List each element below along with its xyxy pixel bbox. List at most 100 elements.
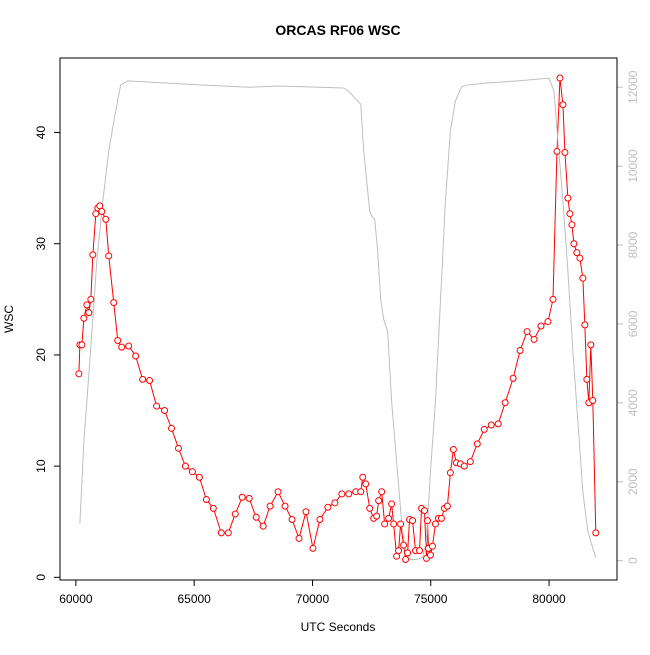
data-point: [553, 147, 561, 155]
data-point: [564, 194, 572, 202]
data-point: [345, 490, 353, 498]
y2-tick-label: 2000: [626, 468, 640, 495]
data-point: [390, 520, 398, 528]
data-point: [388, 500, 396, 508]
y2-tick-label: 12000: [626, 70, 640, 104]
data-point: [309, 544, 317, 552]
data-point: [125, 342, 133, 350]
data-point: [561, 149, 569, 157]
data-point: [443, 502, 451, 510]
data-point: [238, 493, 246, 501]
x-tick-label: 75000: [414, 592, 448, 606]
y2-tick-label: 6000: [626, 310, 640, 337]
data-point: [357, 488, 365, 496]
y-tick-label: 30: [34, 237, 48, 251]
plot-frame: [59, 57, 618, 581]
data-point: [259, 522, 267, 530]
data-point: [587, 341, 595, 349]
series-line: [79, 77, 597, 560]
data-point: [274, 488, 282, 496]
data-point: [592, 529, 600, 537]
data-point: [466, 458, 474, 466]
chart-title: ORCAS RF06 WSC: [275, 22, 400, 38]
data-point: [420, 507, 428, 515]
data-point: [400, 541, 408, 549]
y-tick-label: 10: [34, 459, 48, 473]
data-point: [446, 469, 454, 477]
data-point: [423, 517, 431, 525]
data-point: [110, 299, 118, 307]
data-point: [576, 254, 584, 262]
data-point: [570, 240, 578, 248]
data-point: [195, 473, 203, 481]
y2-tick-label: 10000: [626, 149, 640, 183]
data-point: [375, 497, 383, 505]
data-point: [132, 352, 140, 360]
data-point: [460, 462, 468, 470]
data-point: [338, 490, 346, 498]
data-point: [217, 529, 225, 537]
data-point: [139, 375, 147, 383]
data-point: [78, 341, 86, 349]
data-point: [281, 502, 289, 510]
data-point: [266, 502, 274, 510]
data-point: [568, 221, 576, 229]
data-point: [302, 508, 310, 516]
data-point: [85, 309, 93, 317]
data-point: [359, 473, 367, 481]
data-point: [544, 318, 552, 326]
data-point: [404, 549, 412, 557]
data-point: [202, 495, 210, 503]
data-point: [426, 551, 434, 559]
data-point: [509, 374, 517, 382]
data-point: [362, 480, 370, 488]
data-point: [530, 335, 538, 343]
data-point: [98, 207, 106, 215]
data-point: [209, 504, 217, 512]
data-point: [373, 512, 381, 520]
data-point: [381, 520, 389, 528]
data-point: [114, 336, 122, 344]
data-point: [174, 444, 182, 452]
y-tick-label: 40: [34, 126, 48, 140]
data-point: [366, 504, 374, 512]
y-tick-label: 0: [34, 574, 48, 581]
data-point: [523, 328, 531, 336]
data-point: [397, 520, 405, 528]
x-tick-label: 65000: [177, 592, 211, 606]
data-point: [385, 514, 393, 522]
y-axis-label: WSC: [2, 305, 16, 333]
data-point: [80, 314, 88, 322]
data-point: [224, 529, 232, 537]
data-point: [102, 215, 110, 223]
x-tick-label: 70000: [296, 592, 330, 606]
data-point: [416, 547, 424, 555]
data-point: [231, 510, 239, 518]
x-axis-label: UTC Seconds: [301, 620, 376, 634]
data-point: [295, 534, 303, 542]
data-point: [566, 210, 574, 218]
x-tick-label: 80000: [532, 592, 566, 606]
data-point: [89, 251, 97, 259]
data-point: [316, 516, 324, 524]
data-point: [589, 397, 597, 405]
data-point: [583, 375, 591, 383]
data-point: [288, 516, 296, 524]
data-point: [75, 370, 83, 378]
x-tick-label: 60000: [59, 592, 93, 606]
data-point: [168, 424, 176, 432]
data-point: [153, 402, 161, 410]
y2-tick-label: 4000: [626, 389, 640, 416]
data-point: [146, 376, 154, 384]
data-point: [573, 249, 581, 257]
data-point: [487, 421, 495, 429]
data-point: [245, 494, 253, 502]
y2-tick-label: 0: [626, 557, 640, 564]
data-point: [501, 399, 509, 407]
data-point: [559, 101, 567, 109]
data-point: [581, 321, 589, 329]
y2-tick-label: 8000: [626, 231, 640, 258]
data-point: [83, 301, 91, 309]
data-point: [324, 503, 332, 511]
data-point: [473, 440, 481, 448]
